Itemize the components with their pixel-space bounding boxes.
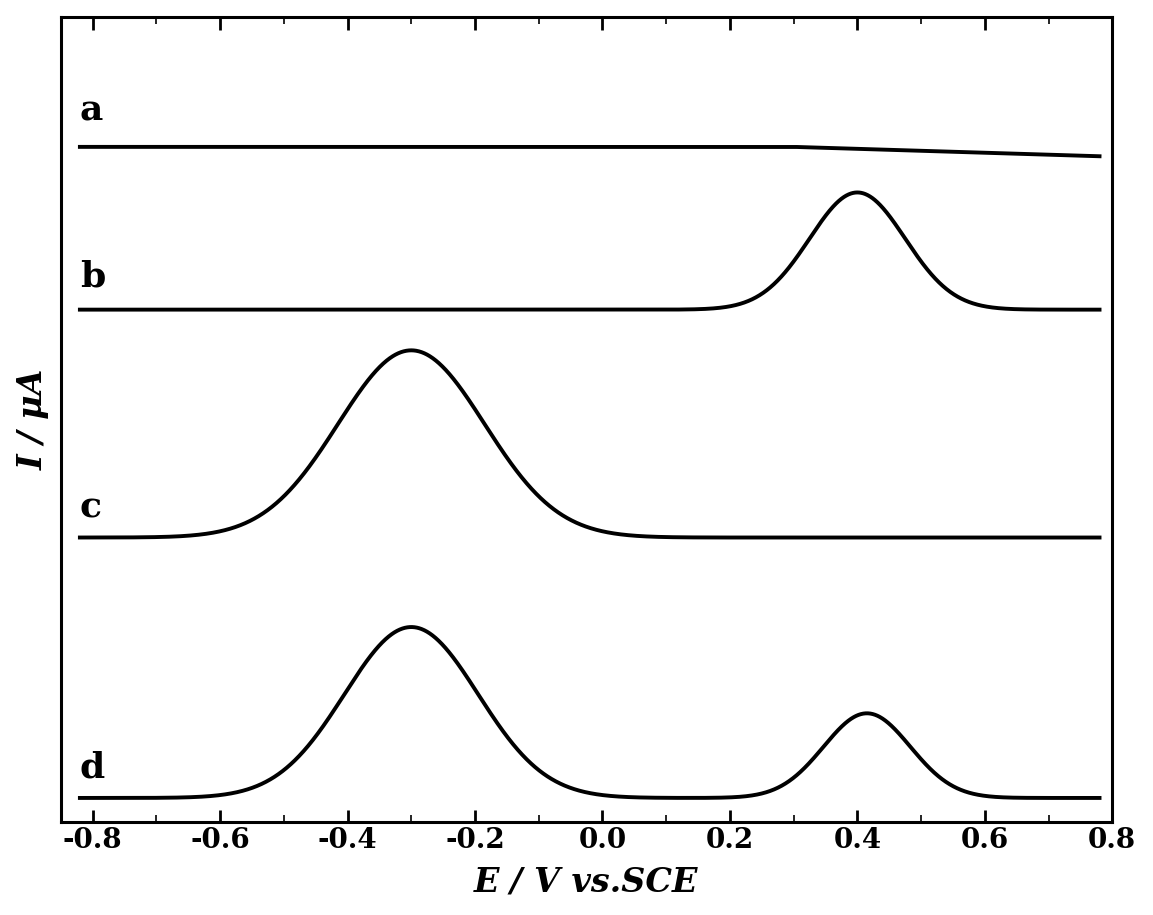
Text: c: c [80,490,101,524]
Text: d: d [80,751,105,785]
Y-axis label: I / μA: I / μA [16,369,50,470]
Text: b: b [80,259,105,294]
Text: a: a [80,93,104,127]
X-axis label: E / V vs.SCE: E / V vs.SCE [474,866,699,899]
